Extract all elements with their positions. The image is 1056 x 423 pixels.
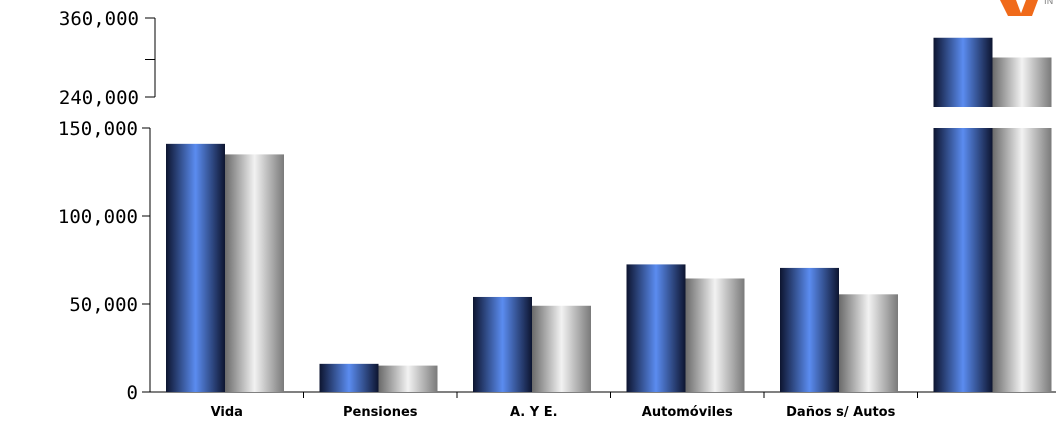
bar xyxy=(225,154,284,392)
x-tick-label: Automóviles xyxy=(642,405,733,420)
bars xyxy=(166,37,1052,392)
bar xyxy=(626,264,686,392)
y-tick-label: 360,000 xyxy=(59,8,139,30)
bar-upper-segment xyxy=(933,37,993,107)
bar xyxy=(532,305,591,392)
bar-upper-segment xyxy=(992,57,1052,107)
x-tick-label: Pensiones xyxy=(343,405,418,420)
bar xyxy=(933,128,993,392)
y-tick-label: 150,000 xyxy=(58,118,138,140)
bar xyxy=(839,294,898,392)
bar xyxy=(780,267,839,392)
axes xyxy=(142,17,1056,398)
bar xyxy=(378,365,438,392)
bar xyxy=(473,296,532,392)
bar xyxy=(166,143,225,392)
x-tick-label: Daños s/ Autos xyxy=(786,405,895,420)
logo-icon xyxy=(1000,0,1038,16)
labels: 0 50,000 100,000 150,000 240,000 360,000 Vida P… xyxy=(58,8,896,420)
bar xyxy=(992,128,1052,392)
x-tick-label: A. Y E. xyxy=(510,405,558,420)
bar xyxy=(685,278,745,392)
y-tick-label: 0 xyxy=(127,382,138,404)
y-tick-label: 50,000 xyxy=(69,294,138,316)
bar xyxy=(319,363,379,392)
x-tick-label: Vida xyxy=(211,405,243,420)
y-tick-label: 240,000 xyxy=(59,87,139,109)
y-tick-label: 100,000 xyxy=(58,206,138,228)
logo-text: IN xyxy=(1044,0,1054,7)
